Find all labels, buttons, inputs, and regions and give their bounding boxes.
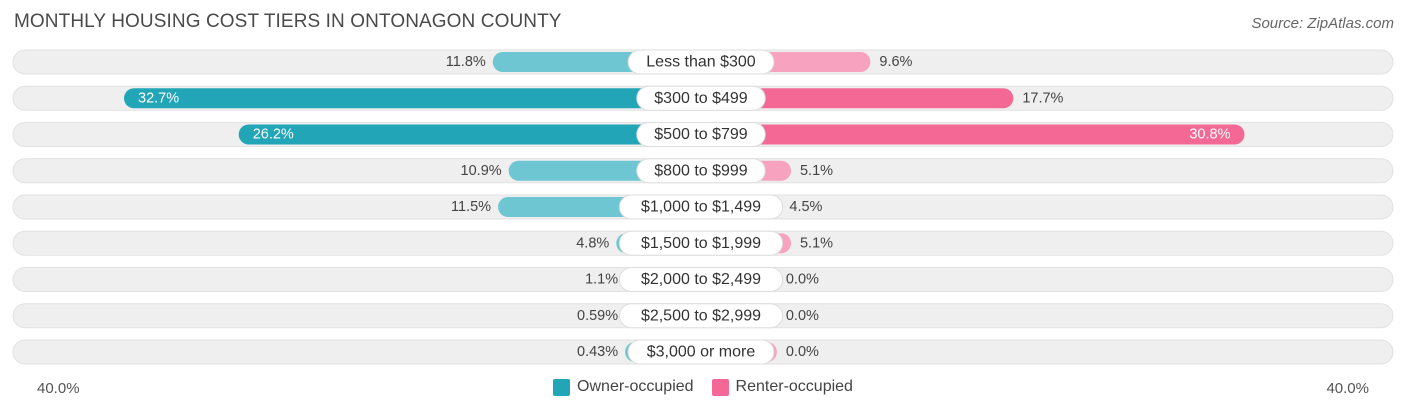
category-label: $300 to $499 bbox=[654, 90, 748, 107]
data-label-renter: 0.0% bbox=[786, 308, 819, 324]
category-label: $2,000 to $2,499 bbox=[641, 271, 761, 288]
category-label: Less than $300 bbox=[646, 54, 756, 71]
data-label-renter: 30.8% bbox=[1189, 127, 1230, 143]
data-label-renter: 5.1% bbox=[800, 235, 833, 251]
category-label-box bbox=[627, 339, 775, 365]
legend-label-owner: Owner-occupied bbox=[577, 378, 694, 395]
category-label: $500 to $799 bbox=[654, 126, 748, 143]
data-label-owner: 26.2% bbox=[253, 127, 294, 143]
bar-renter bbox=[701, 124, 1245, 145]
bar-owner bbox=[238, 124, 701, 145]
source-note: Source: ZipAtlas.com bbox=[1251, 15, 1394, 32]
data-label-renter: 4.5% bbox=[789, 199, 822, 215]
category-label-box bbox=[618, 267, 784, 292]
legend-label-renter: Renter-occupied bbox=[735, 378, 853, 395]
axis-label-right: 40.0% bbox=[1326, 380, 1369, 397]
data-label-renter: 0.0% bbox=[786, 344, 819, 360]
category-label: $2,500 to $2,999 bbox=[641, 307, 761, 324]
axis-label-left: 40.0% bbox=[37, 380, 80, 397]
data-label-owner: 11.5% bbox=[451, 199, 491, 215]
category-label: $3,000 or more bbox=[647, 344, 756, 361]
data-label-owner: 1.1% bbox=[585, 272, 618, 288]
legend-item-renter: Renter-occupied bbox=[711, 378, 853, 396]
category-label-box bbox=[618, 194, 784, 220]
category-label-box bbox=[627, 49, 775, 75]
category-label: $1,000 to $1,499 bbox=[641, 199, 761, 216]
data-label-owner: 4.8% bbox=[576, 235, 609, 251]
legend-item-owner: Owner-occupied bbox=[553, 378, 694, 396]
bar-renter bbox=[701, 88, 1014, 109]
data-label-owner: 32.7% bbox=[138, 90, 179, 106]
category-label-box bbox=[636, 122, 766, 147]
legend-swatch-owner bbox=[553, 378, 571, 396]
data-label-renter: 9.6% bbox=[879, 54, 912, 70]
data-label-owner: 0.43% bbox=[577, 344, 618, 360]
legend: Owner-occupied Renter-occupied bbox=[0, 378, 1406, 396]
chart-title: MONTHLY HOUSING COST TIERS IN ONTONAGON … bbox=[14, 11, 562, 32]
category-label: $800 to $999 bbox=[654, 162, 748, 179]
data-label-renter: 5.1% bbox=[800, 163, 833, 179]
data-label-owner: 11.8% bbox=[446, 54, 486, 70]
bar-owner bbox=[124, 88, 701, 109]
category-label-box bbox=[618, 303, 784, 329]
data-label-renter: 0.0% bbox=[786, 272, 819, 288]
legend-swatch-renter bbox=[711, 378, 729, 396]
category-label: $1,500 to $1,999 bbox=[641, 235, 761, 252]
category-label-box bbox=[636, 158, 766, 184]
data-label-owner: 10.9% bbox=[461, 163, 502, 179]
data-label-owner: 0.59% bbox=[577, 308, 618, 324]
data-label-renter: 17.7% bbox=[1022, 90, 1063, 106]
category-label-box bbox=[636, 85, 766, 111]
category-label-box bbox=[618, 230, 784, 256]
